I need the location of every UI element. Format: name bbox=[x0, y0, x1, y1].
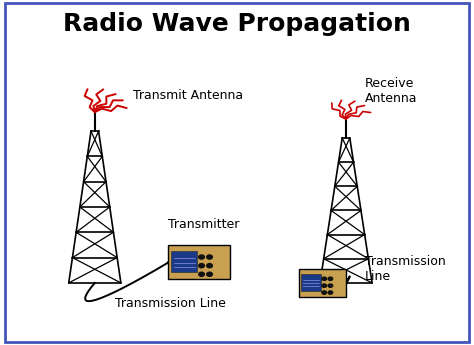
Text: Transmission Line: Transmission Line bbox=[115, 297, 226, 310]
Text: Radio Wave Propagation: Radio Wave Propagation bbox=[63, 12, 411, 36]
Bar bbox=[299, 269, 346, 297]
Circle shape bbox=[328, 277, 333, 280]
Circle shape bbox=[322, 284, 327, 287]
Text: Receive
Antenna: Receive Antenna bbox=[365, 77, 418, 105]
Circle shape bbox=[207, 264, 212, 268]
Bar bbox=[168, 245, 230, 279]
Text: Transmission
Line: Transmission Line bbox=[365, 255, 446, 283]
Circle shape bbox=[199, 255, 204, 259]
Text: Transmitter: Transmitter bbox=[168, 218, 239, 231]
Circle shape bbox=[207, 255, 212, 259]
Circle shape bbox=[199, 264, 204, 268]
Circle shape bbox=[322, 291, 327, 294]
Circle shape bbox=[199, 272, 204, 276]
Bar bbox=[172, 251, 197, 272]
Circle shape bbox=[328, 291, 333, 294]
Text: Transmit Antenna: Transmit Antenna bbox=[133, 89, 243, 102]
Circle shape bbox=[328, 284, 333, 287]
Bar bbox=[301, 274, 321, 290]
Circle shape bbox=[207, 272, 212, 276]
Circle shape bbox=[322, 277, 327, 280]
